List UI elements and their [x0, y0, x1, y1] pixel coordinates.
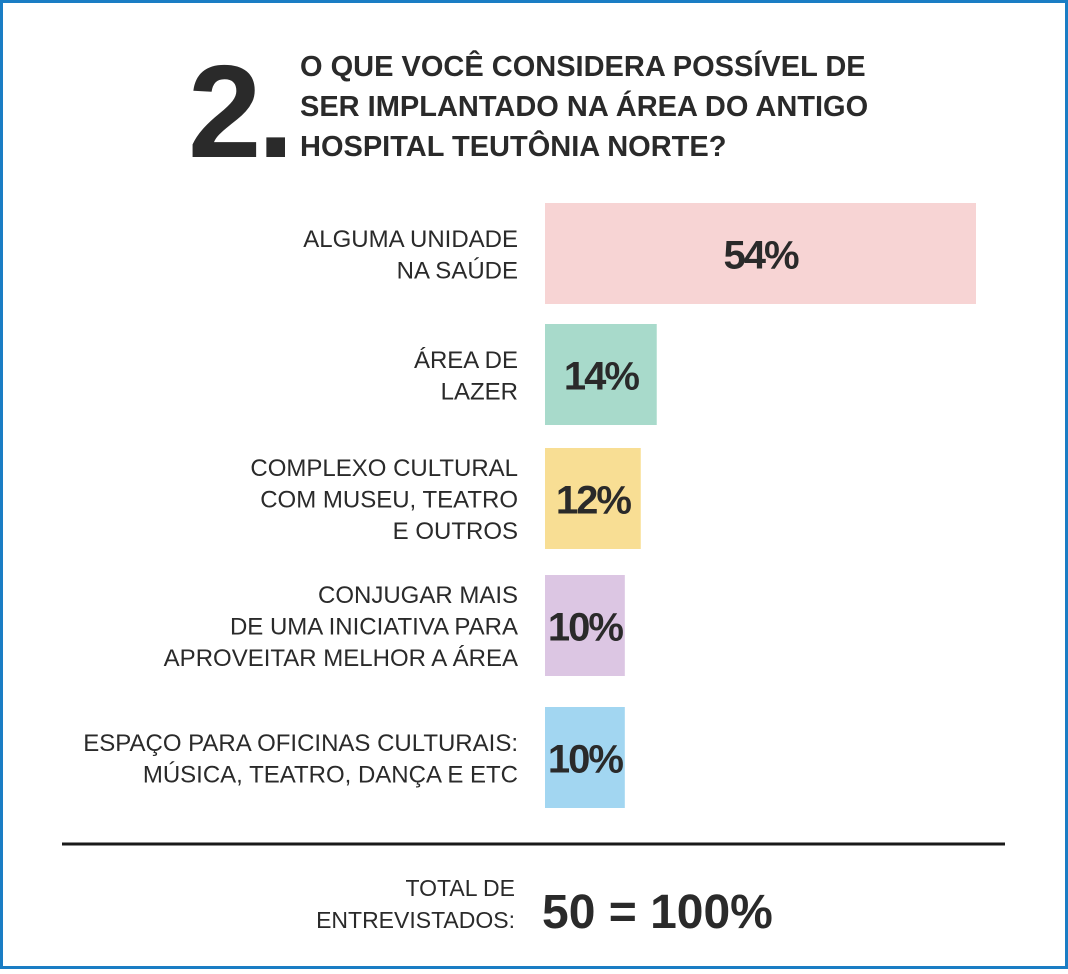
value-label: 10% — [548, 606, 623, 650]
value-label: 54% — [723, 234, 798, 278]
bar — [545, 448, 641, 549]
footer-label: TOTAL DE — [406, 875, 516, 901]
category-label: ALGUMA UNIDADE — [303, 226, 518, 253]
category-label: MÚSICA, TEATRO, DANÇA E ETC — [143, 761, 518, 788]
bar — [545, 707, 625, 808]
category-label: APROVEITAR MELHOR A ÁREA — [164, 645, 518, 672]
category-label: ESPAÇO PARA OFICINAS CULTURAIS: — [83, 730, 518, 757]
value-label: 14% — [564, 355, 639, 399]
category-label: LAZER — [441, 378, 518, 405]
chart-title: SER IMPLANTADO NA ÁREA DO ANTIGO — [300, 89, 868, 123]
footer-value: 50 = 100% — [542, 886, 773, 939]
category-label: E OUTROS — [393, 518, 518, 545]
value-label: 12% — [556, 479, 631, 523]
category-label: COM MUSEU, TEATRO — [260, 487, 518, 514]
bar — [545, 324, 657, 425]
value-label: 10% — [548, 738, 623, 782]
bar — [545, 203, 976, 304]
category-label: NA SAÚDE — [397, 257, 518, 284]
footer-label: ENTREVISTADOS: — [316, 907, 515, 933]
chart-title: O QUE VOCÊ CONSIDERA POSSÍVEL DE — [300, 49, 866, 83]
bar — [545, 575, 625, 676]
chart-title: HOSPITAL TEUTÔNIA NORTE? — [300, 129, 726, 163]
question-number: 2. — [188, 38, 290, 185]
category-label: COMPLEXO CULTURAL — [250, 455, 518, 482]
category-label: CONJUGAR MAIS — [318, 582, 518, 609]
category-label: DE UMA INICIATIVA PARA — [230, 614, 518, 641]
category-label: ÁREA DE — [414, 347, 518, 374]
